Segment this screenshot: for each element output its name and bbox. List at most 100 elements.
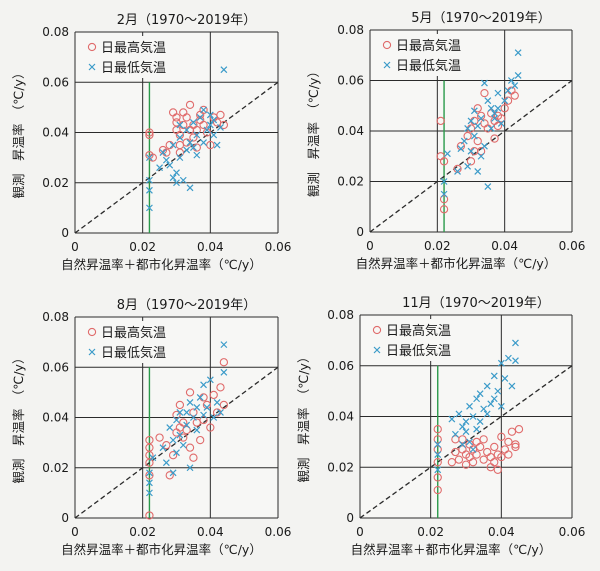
min-temp-point xyxy=(491,109,498,117)
min-temp-point xyxy=(217,409,224,416)
min-temp-point xyxy=(459,440,466,448)
min-temp-point xyxy=(440,178,448,185)
min-temp-point xyxy=(501,97,509,105)
max-temp-point xyxy=(497,452,506,462)
min-temp-point xyxy=(173,169,180,177)
max-temp-point xyxy=(490,442,499,452)
x-tick-label: 0 xyxy=(71,525,79,539)
min-temp-point xyxy=(213,141,221,149)
max-temp-point xyxy=(216,110,225,120)
min-temp-point xyxy=(514,72,522,79)
min-temp-point xyxy=(481,142,488,150)
min-temp-point xyxy=(514,49,522,57)
min-temp-point xyxy=(220,66,228,74)
max-temp-point xyxy=(479,435,488,444)
max-temp-point xyxy=(189,133,198,142)
x-tick-label: 0.04 xyxy=(197,525,224,539)
legend-circle-marker xyxy=(372,325,382,335)
min-temp-point xyxy=(504,87,512,95)
y-tick-label: 0.02 xyxy=(327,460,354,474)
min-temp-point xyxy=(480,405,488,413)
x-tick-label: 0.02 xyxy=(129,525,156,539)
min-temp-point xyxy=(469,413,477,420)
max-temp-point xyxy=(155,433,164,442)
max-temp-point xyxy=(463,131,472,141)
max-temp-point xyxy=(493,465,502,474)
max-temp-point xyxy=(476,111,486,120)
min-temp-point xyxy=(193,151,201,159)
legend-box xyxy=(82,36,177,78)
min-temp-point xyxy=(176,121,184,129)
chart-panel-3: 0 0.02 0.04 0.06 0 0.02 0.04 0.06 0.08 日最高気温日最低気温… xyxy=(11,298,291,557)
panel-title: 8月（1970〜2019年） xyxy=(117,298,256,313)
legend-x-marker xyxy=(88,63,96,71)
max-temp-point xyxy=(504,450,513,459)
min-temp-point xyxy=(193,426,201,434)
y-tick-label: 0 xyxy=(346,511,354,525)
legend-label-min: 日最低気温 xyxy=(396,58,461,74)
min-temp-point xyxy=(464,162,472,170)
min-temp-point xyxy=(210,414,218,421)
min-temp-point xyxy=(220,368,228,376)
min-temp-point xyxy=(470,107,478,115)
diagonal-line xyxy=(74,81,279,234)
min-temp-point xyxy=(169,469,177,477)
x-axis-label: 自然昇温率＋都市化昇温率（℃/y） xyxy=(351,542,552,557)
min-temp-point xyxy=(451,430,459,438)
y-tick-label: 0 xyxy=(356,225,364,239)
y-axis-label: 観測 昇温率 （℃/y） xyxy=(11,67,26,199)
min-temp-point xyxy=(507,77,515,84)
min-temp-point xyxy=(206,111,214,119)
min-temp-point xyxy=(476,390,484,398)
legend-x-marker xyxy=(383,61,391,69)
min-temp-point xyxy=(490,395,498,403)
max-temp-point xyxy=(433,485,442,495)
max-temp-point xyxy=(206,423,215,432)
max-temp-point xyxy=(145,130,154,140)
x-tick-label: 0.06 xyxy=(265,240,292,254)
max-temp-point xyxy=(145,128,154,137)
min-temp-point xyxy=(186,464,194,472)
min-temp-point xyxy=(440,190,448,198)
chart-panel-2: 0 0.02 0.04 0.06 0 0.02 0.04 0.06 0.08 日最高気温日最低気温… xyxy=(306,11,585,271)
max-temp-point xyxy=(473,104,482,113)
min-temp-point xyxy=(176,431,184,439)
min-temp-point xyxy=(186,184,194,192)
min-temp-point xyxy=(448,415,456,423)
min-temp-point xyxy=(176,134,184,141)
x-tick-label: 0.02 xyxy=(129,240,156,254)
min-temp-point xyxy=(491,114,498,122)
min-temp-point xyxy=(504,354,512,362)
min-temp-point xyxy=(497,120,505,127)
x-axis-label: 自然昇温率＋都市化昇温率（℃/y） xyxy=(61,257,262,272)
min-temp-point xyxy=(146,186,153,194)
min-temp-point xyxy=(473,395,481,403)
min-temp-point xyxy=(483,382,491,390)
min-temp-point xyxy=(166,161,174,169)
x-tick-label: 0 xyxy=(356,525,364,539)
y-tick-label: 0.04 xyxy=(42,126,69,140)
min-temp-point xyxy=(473,425,481,433)
min-temp-point xyxy=(459,423,466,431)
min-temp-point xyxy=(189,144,197,151)
min-temp-point xyxy=(474,167,482,175)
max-temp-point xyxy=(179,433,188,442)
max-temp-point xyxy=(172,410,181,420)
min-temp-point xyxy=(467,117,475,125)
min-temp-point xyxy=(508,382,516,390)
min-temp-point xyxy=(203,126,211,134)
x-tick-label: 0.04 xyxy=(197,240,224,254)
min-temp-point xyxy=(466,438,473,446)
min-temp-point xyxy=(494,387,502,395)
max-temp-point xyxy=(497,432,506,441)
max-temp-point xyxy=(175,130,185,140)
min-temp-point xyxy=(462,428,470,436)
y-tick-label: 0.06 xyxy=(327,359,354,373)
max-temp-point xyxy=(439,157,449,166)
max-temp-point xyxy=(182,425,191,435)
x-tick-label: 0.04 xyxy=(491,239,518,253)
min-temp-point xyxy=(200,139,207,146)
x-tick-label: 0.02 xyxy=(417,525,444,539)
max-temp-point xyxy=(439,205,449,214)
